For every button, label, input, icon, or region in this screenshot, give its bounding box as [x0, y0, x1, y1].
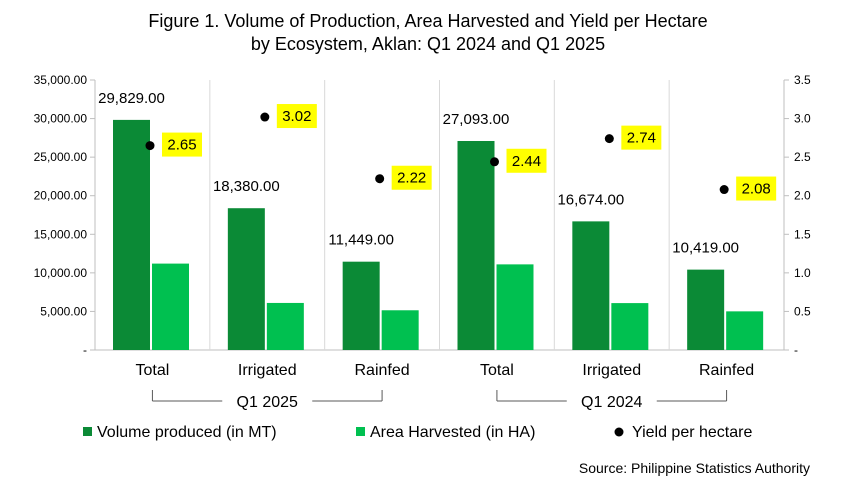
bar-area-harvested: [496, 264, 534, 350]
point-yield-per-hectare: [490, 157, 499, 167]
data-label-yield-bg: [736, 176, 777, 201]
left-axis-tick-label: 20,000.00: [34, 189, 88, 203]
data-label-yield-bg: [276, 104, 317, 129]
bar-area-harvested: [726, 311, 764, 350]
bar-area-harvested: [266, 302, 304, 350]
bar-volume-produced: [457, 140, 495, 350]
point-yield-per-hectare: [260, 112, 270, 122]
left-axis-tick-label: -: [83, 343, 87, 357]
right-axis-tick-label: 1.0: [794, 266, 811, 280]
left-axis-tick-label: 30,000.00: [34, 112, 88, 126]
point-yield-per-hectare: [375, 174, 385, 184]
bar-volume-produced: [342, 261, 380, 350]
category-label: Rainfed: [699, 362, 754, 379]
right-axis-tick-label: -: [794, 343, 798, 357]
right-axis-tick-label: 3.0: [794, 112, 811, 126]
data-label-volume: 16,674.00: [557, 191, 624, 208]
plot-area: - 5,000.00 10,000.00 15,000.00 20,000.00 25,0…: [34, 73, 811, 411]
category-label: Total: [480, 362, 514, 379]
bar-volume-produced: [572, 221, 610, 350]
data-label-yield-bg: [391, 165, 432, 190]
data-label-yield: 2.74: [627, 130, 656, 147]
legend: Volume produced (in MT) Area Harvested (i…: [83, 424, 752, 441]
chart-title-line1: Figure 1. Volume of Production, Area Har…: [148, 11, 707, 31]
group-label: Q1 2024: [581, 394, 642, 411]
legend-label-area: Area Harvested (in HA): [370, 424, 535, 441]
bar-area-harvested: [381, 310, 419, 350]
left-axis-tick-label: 10,000.00: [34, 266, 88, 280]
data-label-volume: 18,380.00: [213, 178, 280, 195]
legend-label-volume: Volume produced (in MT): [97, 424, 277, 441]
group-label: Q1 2025: [237, 394, 298, 411]
left-axis-tick-label: 5,000.00: [40, 304, 87, 318]
chart-title-line2: by Ecosystem, Aklan: Q1 2024 and Q1 2025: [251, 34, 605, 54]
bar-volume-produced: [687, 269, 725, 350]
point-yield-per-hectare: [145, 141, 155, 151]
left-axis-tick-label: 35,000.00: [34, 73, 88, 87]
category-label: Rainfed: [355, 362, 410, 379]
left-axis-tick-label: 15,000.00: [34, 227, 88, 241]
right-axis-tick-label: 2.0: [794, 189, 811, 203]
data-label-yield: 3.02: [282, 108, 311, 125]
source-note: Source: Philippine Statistics Authority: [579, 460, 810, 476]
legend-marker-yield: [614, 427, 624, 437]
bar-volume-produced: [113, 119, 150, 351]
data-label-volume: 27,093.00: [443, 111, 510, 128]
right-axis-tick-label: 1.5: [794, 227, 811, 241]
legend-swatch-volume: [83, 427, 92, 436]
category-label: Irrigated: [582, 362, 641, 379]
data-label-yield: 2.22: [397, 170, 426, 187]
category-label: Total: [136, 362, 170, 379]
right-axis-tick-label: 0.5: [794, 304, 811, 318]
legend-label-yield: Yield per hectare: [632, 424, 752, 441]
point-yield-per-hectare: [604, 134, 614, 144]
right-axis-tick-label: 3.5: [794, 73, 811, 87]
data-label-yield: 2.65: [167, 137, 196, 154]
data-label-yield-bg: [162, 132, 202, 157]
bar-volume-produced: [227, 208, 265, 350]
bar-area-harvested: [611, 303, 649, 350]
data-label-volume: 10,419.00: [672, 240, 739, 257]
right-axis-tick-label: 2.5: [794, 150, 811, 164]
point-yield-per-hectare: [719, 185, 729, 195]
data-label-volume: 11,449.00: [328, 232, 394, 249]
data-label-yield-bg: [621, 125, 662, 150]
left-axis-tick-label: 25,000.00: [34, 150, 88, 164]
data-label-yield: 2.44: [512, 153, 541, 170]
data-label-yield: 2.08: [742, 181, 771, 198]
legend-swatch-area: [356, 427, 365, 436]
data-label-volume: 29,829.00: [98, 90, 165, 107]
data-label-yield-bg: [506, 148, 547, 173]
bar-area-harvested: [152, 263, 189, 350]
category-label: Irrigated: [238, 362, 297, 379]
